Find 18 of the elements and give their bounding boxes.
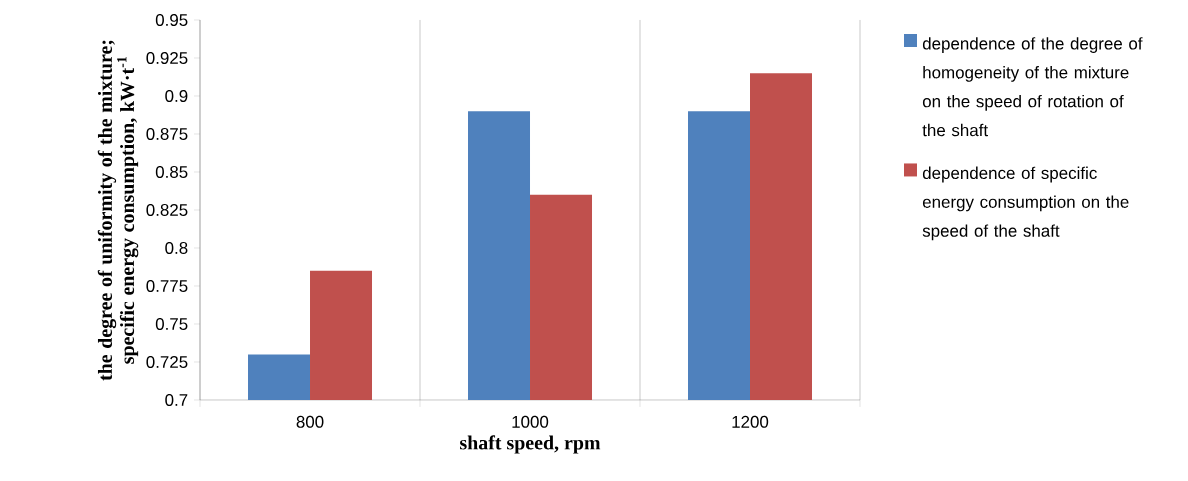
y-axis-title: the degree of uniformity of the mixture; specific energy consumption, kW·t$^{-1}$ — [97, 40, 139, 381]
y-tick-label: 0.75 — [155, 317, 188, 330]
y-tick-label: 0.875 — [146, 127, 188, 140]
y-tick-label: 0.7 — [165, 393, 188, 406]
y-tick-label: 0.8 — [165, 241, 188, 254]
y-tick-label: 0.725 — [146, 355, 188, 368]
x-tick-label: 800 — [296, 415, 324, 428]
y-tick-label: 0.825 — [146, 203, 188, 216]
y-tick-label: 0.925 — [146, 51, 188, 64]
x-tick-label: 1000 — [512, 415, 549, 428]
y-tick-label: 0.9 — [165, 89, 188, 102]
y-tick-label: 0.775 — [146, 279, 188, 292]
legend-label: dependence of the degree of homogeneity of the mixture on the speed of rotation of the shaft — [922, 37, 1143, 137]
y-tick-label: 0.95 — [155, 13, 188, 26]
legend-label: dependence of specific energy consumption on the speed of the shaft — [922, 166, 1129, 241]
x-axis-title: shaft speed, rpm — [460, 435, 601, 454]
y-tick-label: 0.85 — [155, 165, 188, 178]
x-tick-label: 1200 — [732, 415, 769, 428]
